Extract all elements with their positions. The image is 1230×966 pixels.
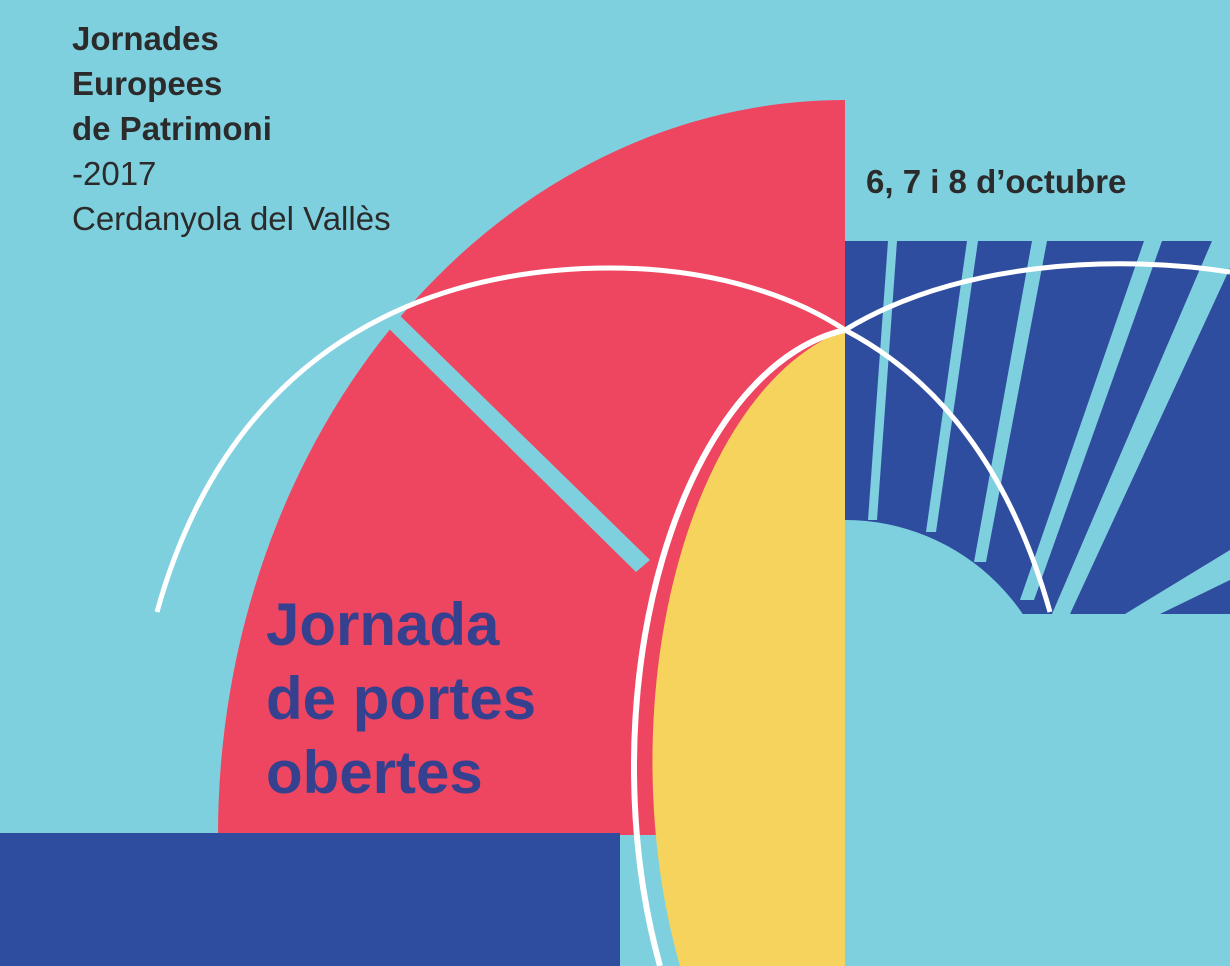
event-year: -2017 (72, 155, 157, 192)
navy-ray-block (845, 241, 1230, 735)
white-arc-left (154, 265, 847, 613)
white-arc-right-inner (843, 327, 1053, 613)
event-title-line1: Jornades (72, 20, 219, 57)
event-place: Cerdanyola del Vallès (72, 200, 391, 237)
event-title-line2: Europees (72, 65, 223, 102)
yellow-half-disc (630, 327, 846, 966)
headline-line2: de portes (266, 665, 537, 732)
event-title-line3: de Patrimoni (72, 110, 272, 147)
headline-line1: Jornada (266, 591, 500, 658)
headline: Jornada de portes obertes (266, 588, 536, 810)
event-dates: 6, 7 i 8 d’octubre (866, 163, 1127, 200)
bottom-navy-bar (0, 833, 620, 966)
white-arc-right (843, 261, 1230, 333)
headline-line3: obertes (266, 739, 483, 806)
event-title-block: Jornades Europees de Patrimoni -2017 Cer… (72, 16, 391, 241)
